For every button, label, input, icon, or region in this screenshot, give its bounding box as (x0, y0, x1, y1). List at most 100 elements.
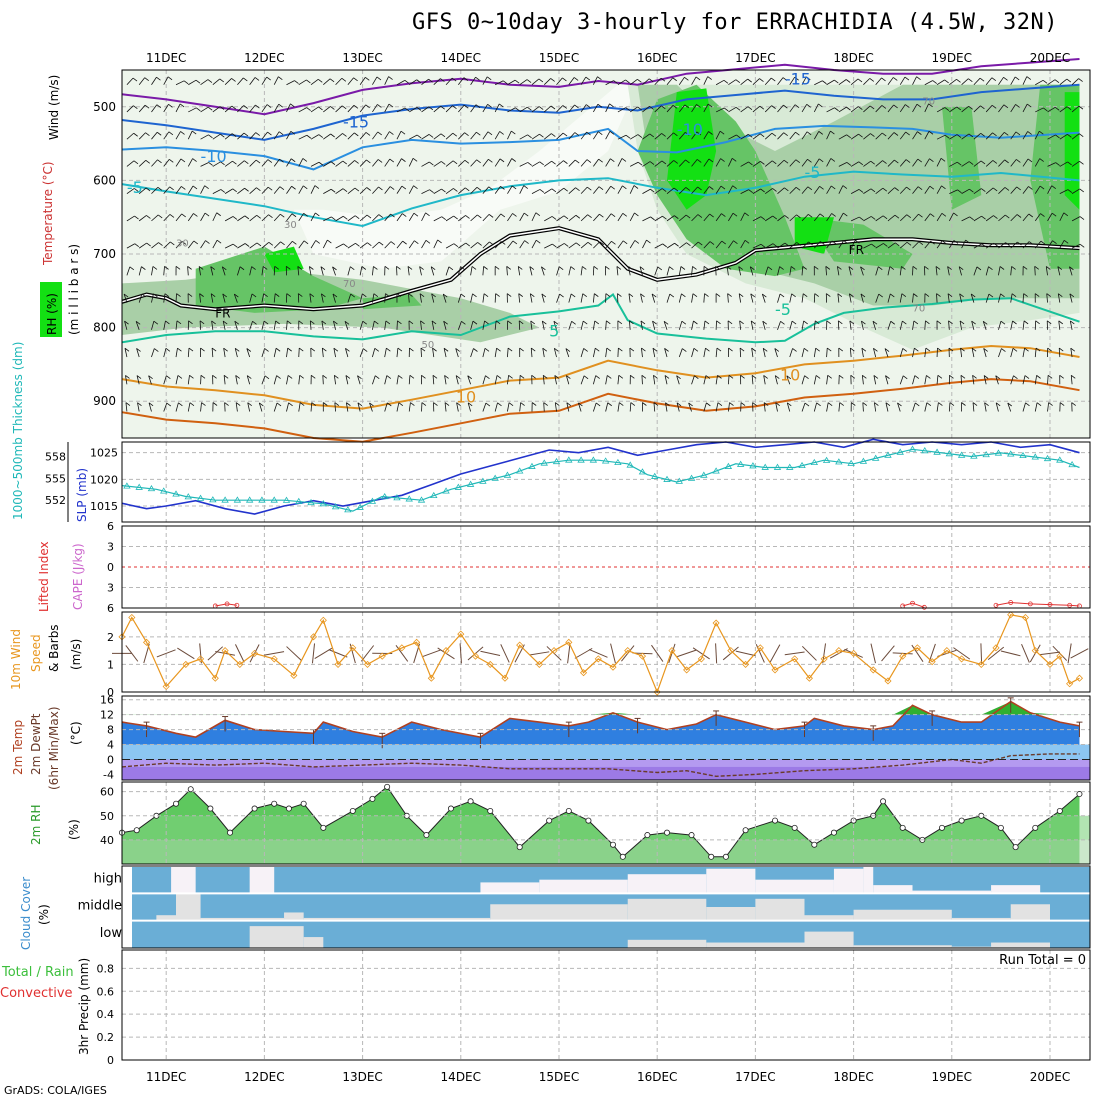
wind-barb-10m (611, 644, 616, 663)
date-label-top: 19DEC (932, 51, 972, 65)
rh-marker (208, 806, 213, 811)
date-label-bottom: 20DEC (1030, 1070, 1070, 1084)
y-tick-label: 50 (100, 810, 114, 823)
y-tick-label: 1 (107, 658, 114, 671)
credit-text: GrADS: COLA/IGES (4, 1084, 107, 1097)
ylabel-temp-c: (6hr Min/Max) (47, 707, 61, 791)
rh-marker (173, 801, 178, 806)
rh-contour-label: 70 (343, 279, 356, 290)
rh-marker (1013, 845, 1018, 850)
wind-barb (176, 294, 177, 303)
wind-barb (642, 375, 643, 384)
date-label-bottom: 11DEC (146, 1070, 186, 1084)
y-tick-label: 0.2 (97, 1031, 115, 1044)
wind-barb-10m (756, 644, 764, 662)
date-label-top: 18DEC (833, 51, 873, 65)
rh-marker (370, 796, 375, 801)
cloud-layer-label: high (94, 871, 122, 886)
cloud-fraction-block (706, 907, 755, 921)
y-tick-label: 0.4 (97, 1008, 115, 1021)
rh-marker (900, 825, 905, 830)
contour-label: -5 (775, 300, 791, 319)
rh-marker (227, 830, 232, 835)
rh-saturated-zone (1065, 92, 1080, 210)
rh-marker (939, 825, 944, 830)
y-tick-label: 12 (100, 709, 114, 722)
ylabel-wind10-c: & Barbs (47, 624, 61, 672)
date-label-bottom: 18DEC (833, 1070, 873, 1084)
freezing-label: FR (215, 306, 230, 320)
y-tick-label-right: 1025 (90, 447, 118, 460)
wind-barb-10m (568, 643, 570, 663)
wind-barb-10m (329, 650, 348, 657)
contour-label: 10 (456, 388, 476, 407)
date-label-top: 17DEC (735, 51, 775, 65)
y-tick-label: 500 (93, 100, 116, 114)
date-label-bottom: 12DEC (244, 1070, 284, 1084)
cloud-fraction-block (176, 893, 201, 920)
freezing-label: FR (849, 243, 864, 257)
ylabel-cloud: Cloud Cover (19, 877, 33, 950)
date-label-bottom: 15DEC (539, 1070, 579, 1084)
y-tick-label: 3 (107, 541, 114, 554)
chart-title: GFS 0~10day 3-hourly for ERRACHIDIA (4.5… (412, 10, 1058, 35)
rh-marker (645, 832, 650, 837)
contour-label: -15 (785, 70, 811, 89)
ylabel-millibars: (m i l l i b a r s) (67, 244, 81, 335)
cloud-fraction-block (284, 912, 304, 920)
cloud-fraction-block (250, 866, 275, 893)
wind-barb-10m (264, 652, 284, 655)
rh-marker (321, 825, 326, 830)
rh-marker (620, 854, 625, 859)
y-tick-label: 700 (93, 247, 116, 261)
y-tick-label: 4 (107, 739, 114, 752)
contour-label: -5 (804, 163, 820, 182)
date-label-top: 11DEC (146, 51, 186, 65)
rh-marker (831, 830, 836, 835)
wind-barb-10m (460, 643, 461, 663)
ylabel-lifted-index: Lifted Index (37, 541, 51, 612)
y-tick-label-left: 552 (45, 494, 66, 507)
wind-barb (519, 321, 520, 330)
cloud-fraction-block (706, 869, 755, 894)
rh-marker (743, 828, 748, 833)
contour-label: -15 (343, 112, 369, 131)
cloud-fraction-block (863, 866, 873, 893)
cloud-fraction-block (490, 904, 627, 920)
temp-warm-area (122, 702, 1080, 715)
thickness-line (122, 449, 1080, 511)
cloud-layer-label: middle (78, 899, 122, 914)
date-label-bottom: 14DEC (441, 1070, 481, 1084)
y-tick-label: 6 (107, 602, 114, 615)
cloud-fraction-block (991, 885, 1040, 893)
rh-marker (1033, 825, 1038, 830)
date-label-bottom: 19DEC (932, 1070, 972, 1084)
wind-barb (740, 348, 741, 357)
rh-marker (880, 799, 885, 804)
temp-band-4-0 (122, 745, 1090, 760)
cloud-fraction-block (480, 882, 539, 893)
rh-marker (792, 825, 797, 830)
temp-band-below-m2 (122, 767, 1090, 780)
y-tick-label-left: 558 (45, 451, 66, 464)
cloud-fraction-block (1011, 904, 1050, 920)
y-tick-label: 800 (93, 321, 116, 335)
rh-marker (998, 825, 1003, 830)
cloud-fraction-block (304, 937, 324, 948)
rh-marker (723, 854, 728, 859)
date-label-top: 15DEC (539, 51, 579, 65)
ylabel-slp: SLP (mb) (75, 468, 89, 522)
rh-marker (188, 787, 193, 792)
rh-marker (385, 784, 390, 789)
wind-barb-10m (785, 652, 805, 655)
y-tick-label: 0.6 (97, 985, 115, 998)
wind-barb-10m (480, 651, 500, 655)
rh-contour-label: 30 (176, 239, 189, 250)
rh-marker (1077, 791, 1082, 796)
ylabel-rh2m-unit: (%) (67, 819, 81, 840)
ylabel-cloud-unit: (%) (37, 904, 51, 925)
ylabel-temp-a: 2m Temp (11, 720, 25, 775)
rh-marker (272, 801, 277, 806)
rh-marker (689, 832, 694, 837)
wind-barb-10m (312, 643, 314, 663)
